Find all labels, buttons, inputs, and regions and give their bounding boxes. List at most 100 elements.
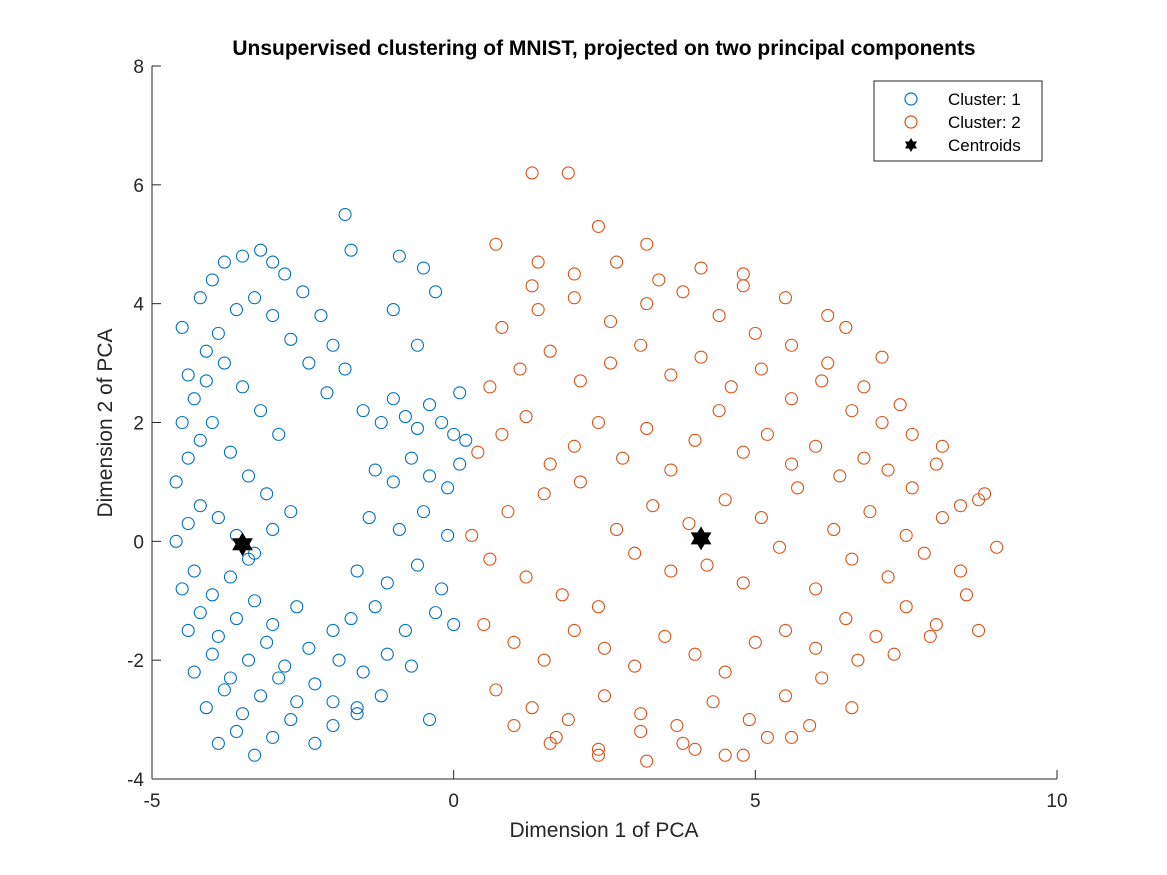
data-point [809,439,823,453]
data-point [422,469,437,483]
data-point [205,588,219,602]
chart-title: Unsupervised clustering of MNIST, projec… [232,37,975,60]
data-point [507,635,521,649]
data-point [489,237,503,251]
data-point [350,707,364,721]
data-point [887,647,901,661]
data-point [284,332,298,346]
legend-label-cluster-1: Cluster: 1 [948,90,1021,109]
data-point [374,689,388,703]
data-point [881,463,895,477]
data-point [296,285,310,299]
data-point [561,166,575,180]
data-point [211,511,225,525]
legend-label-centroids: Centroids [948,136,1021,155]
data-point [610,255,624,269]
data-point [748,635,762,649]
data-point [477,617,491,632]
data-point [254,243,268,257]
data-point [664,463,678,477]
data-point [658,629,672,643]
data-point [972,623,986,638]
series-2 [465,166,1004,768]
data-point [410,421,425,435]
data-point [567,291,581,305]
data-point [422,398,437,412]
data-point [338,207,352,222]
data-point [857,380,871,394]
data-point [241,552,256,566]
data-point [356,404,370,418]
data-point [634,724,648,739]
data-point [248,291,262,305]
data-point [187,665,201,679]
data-point [302,356,316,370]
data-point [380,647,394,661]
data-point [978,487,992,501]
data-point [718,493,732,507]
data-point [688,433,702,447]
data-point [736,748,750,762]
data-point [718,665,732,679]
data-point [917,546,931,560]
data-point [784,730,799,744]
data-point [863,505,877,519]
x-tick-label: -5 [144,791,161,812]
data-point [682,516,696,531]
data-point [254,404,268,418]
data-point [784,338,799,352]
data-point [441,481,455,495]
legend-marker-cluster-1 [904,92,918,106]
data-point [555,588,569,602]
data-point [416,505,431,519]
data-point [429,606,443,620]
data-point [471,445,485,459]
data-point [181,368,195,382]
data-point [827,522,841,537]
data-point [784,457,799,471]
data-point [447,617,461,632]
data-point [652,273,666,287]
data-point [356,665,370,679]
data-point [223,570,237,584]
data-point [380,576,394,590]
data-point [833,469,847,483]
data-point [175,582,189,596]
data-point [386,392,400,406]
data-point [217,683,231,697]
data-point [628,659,642,673]
data-point [881,570,895,584]
data-point [187,392,201,406]
data-point [260,487,274,501]
data-point [688,742,702,756]
y-tick-label: 0 [133,532,144,553]
data-point [736,267,750,281]
data-point [308,736,322,750]
data-point [193,606,207,620]
data-point [199,374,213,388]
data-point [217,255,231,269]
data-point [235,249,250,263]
data-point [308,677,322,691]
data-point [290,600,304,614]
data-point [597,689,612,703]
data-point [248,748,262,762]
data-point [929,457,943,471]
data-point [429,285,443,299]
data-point [169,534,183,548]
data-point [362,511,376,525]
data-point [815,374,829,388]
data-point [712,404,726,418]
data-point [374,415,388,430]
data-point [525,701,539,715]
data-point [519,410,533,424]
data-point [857,451,871,465]
data-point [537,487,551,501]
data-point [229,724,244,739]
data-point [453,457,467,471]
data-point [229,303,244,317]
data-point [175,415,189,430]
data-point [290,695,304,709]
data-point [603,314,618,329]
data-point [935,511,949,525]
